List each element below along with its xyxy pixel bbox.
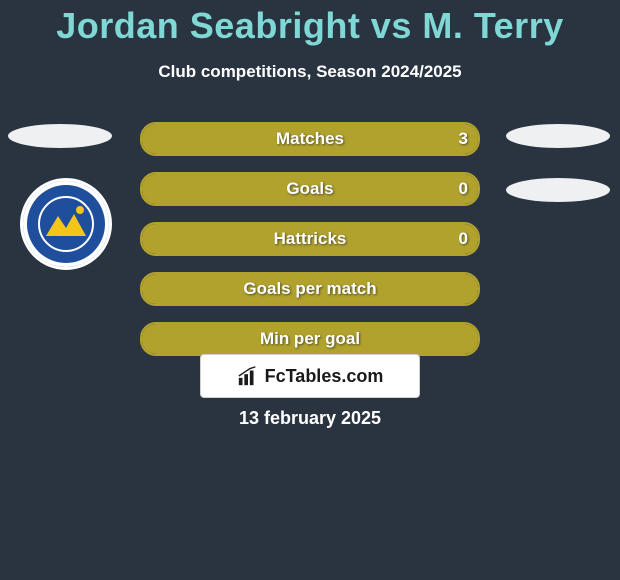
compare-row-goals: Goals 0 <box>140 172 480 206</box>
row-label: Goals per match <box>142 274 478 304</box>
row-label: Hattricks <box>142 224 478 254</box>
page-title: Jordan Seabright vs M. Terry <box>0 5 620 47</box>
row-label: Matches <box>142 124 478 154</box>
player-right-oval-1 <box>506 124 610 148</box>
compare-row-min-per-goal: Min per goal <box>140 322 480 356</box>
row-value: 0 <box>459 224 468 254</box>
row-label: Goals <box>142 174 478 204</box>
row-value: 3 <box>459 124 468 154</box>
compare-row-hattricks: Hattricks 0 <box>140 222 480 256</box>
player-left-oval-1 <box>8 124 112 148</box>
brand-badge: FcTables.com <box>200 354 420 398</box>
compare-row-matches: Matches 3 <box>140 122 480 156</box>
page-subtitle: Club competitions, Season 2024/2025 <box>0 62 620 82</box>
player-right-oval-2 <box>506 178 610 202</box>
row-label: Min per goal <box>142 324 478 354</box>
bar-chart-icon <box>237 365 259 387</box>
compare-rows: Matches 3 Goals 0 Hattricks 0 Goals per … <box>140 122 480 372</box>
row-value: 0 <box>459 174 468 204</box>
brand-text: FcTables.com <box>265 366 384 387</box>
torquay-united-crest-icon <box>20 178 112 270</box>
date-text: 13 february 2025 <box>0 408 620 429</box>
compare-row-goals-per-match: Goals per match <box>140 272 480 306</box>
